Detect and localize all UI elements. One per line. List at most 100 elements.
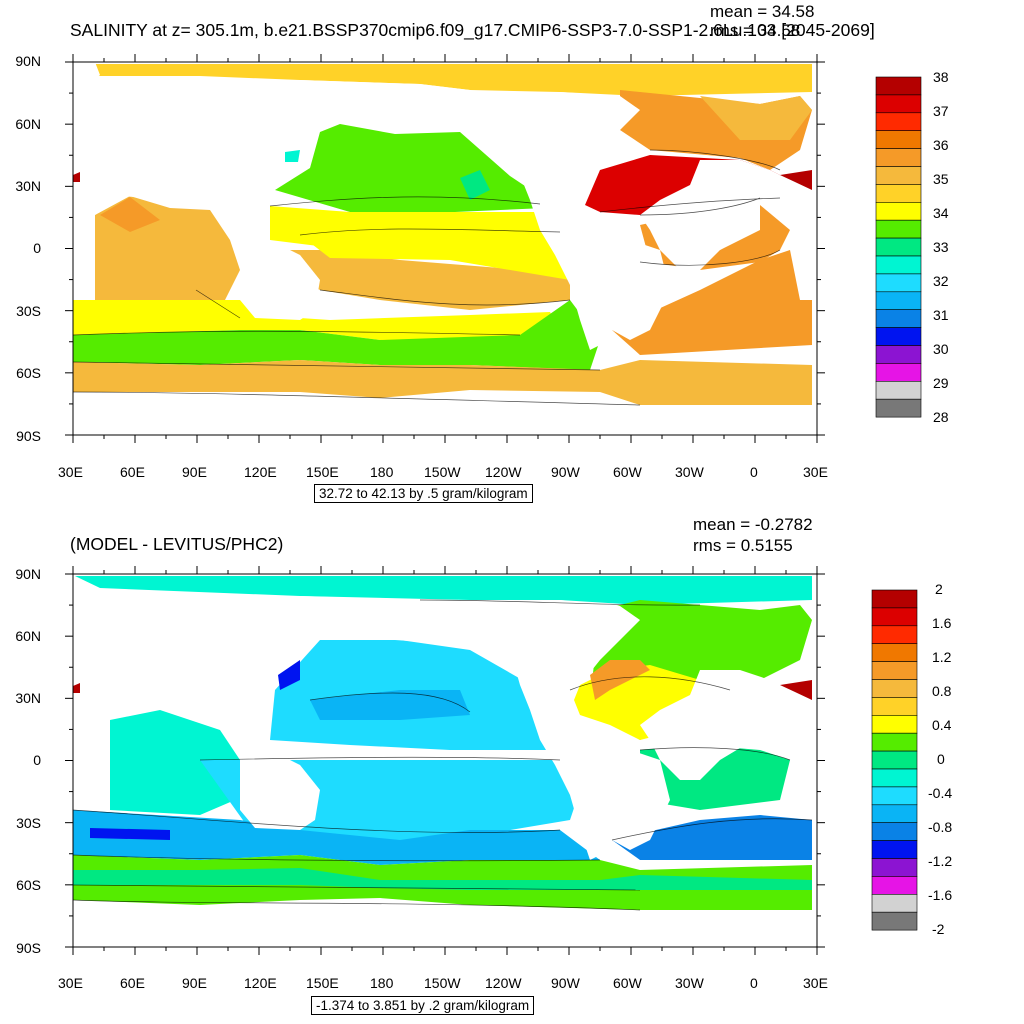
top-x-tick: 30E: [58, 464, 83, 480]
colorbar-swatch: [871, 661, 918, 680]
top-colorbar-label: 37: [933, 103, 949, 119]
bottom-colorbar-label: -2: [932, 921, 945, 937]
top-colorbar-label: 29: [933, 375, 949, 391]
colorbar-swatch: [875, 94, 922, 114]
bottom-colorbar-label: 1.6: [932, 615, 952, 631]
top-y-tick: 60S: [16, 365, 41, 381]
top-x-tick: 120W: [485, 464, 522, 480]
bottom-colorbar-label: 0: [937, 751, 945, 767]
bottom-x-tick: 120W: [485, 975, 522, 991]
bottom-anomaly-map: [72, 573, 818, 948]
colorbar-swatch: [871, 893, 918, 913]
top-y-tick: 60N: [15, 116, 41, 132]
top-x-tick: 60W: [613, 464, 642, 480]
colorbar-swatch: [875, 398, 922, 418]
bottom-colorbar-label: -1.6: [928, 887, 953, 903]
top-x-tick: 90E: [182, 464, 207, 480]
colorbar-swatch: [871, 840, 918, 859]
colorbar-swatch: [875, 291, 922, 310]
top-y-tick: 0: [33, 240, 41, 256]
top-colorbar-label: 36: [933, 137, 949, 153]
top-colorbar-label: 32: [933, 273, 949, 289]
bottom-colorbar-label: -0.4: [928, 785, 953, 801]
bottom-colorbar-label: 2: [935, 581, 943, 597]
top-map-title: SALINITY at z= 305.1m, b.e21.BSSP370cmip…: [70, 20, 875, 40]
bottom-map-title: (MODEL - LEVITUS/PHC2): [70, 534, 284, 554]
colorbar-swatch: [875, 345, 922, 364]
top-rms-label: rms = 34.58: [710, 21, 801, 40]
colorbar-swatch: [875, 309, 922, 328]
colorbar-swatch: [875, 363, 922, 382]
top-y-tick: 30S: [16, 303, 41, 319]
top-salinity-map: [72, 61, 818, 436]
top-x-tick: 30E: [803, 464, 828, 480]
bottom-colorbar: [871, 589, 918, 931]
colorbar-swatch: [875, 273, 922, 293]
bottom-x-tick: 180: [370, 975, 394, 991]
bottom-x-tick: 150W: [424, 975, 461, 991]
top-x-tick: 150E: [306, 464, 339, 480]
top-x-tick: 120E: [244, 464, 277, 480]
top-colorbar-label: 34: [933, 205, 949, 221]
bottom-colorbar-label: 0.8: [932, 683, 952, 699]
top-colorbar-label: 33: [933, 239, 949, 255]
axis-ticks: [65, 54, 825, 955]
bottom-x-tick: 30E: [58, 975, 83, 991]
colorbar-swatch: [875, 327, 922, 346]
bottom-y-tick: 60N: [15, 628, 41, 644]
bottom-colorbar-label: -0.8: [928, 819, 953, 835]
top-y-tick: 30N: [15, 178, 41, 194]
bottom-x-tick: 0: [750, 975, 758, 991]
colorbar-swatch: [875, 380, 922, 400]
bottom-x-tick: 30W: [675, 975, 704, 991]
colorbar-swatch: [871, 911, 918, 931]
colorbar-swatch: [875, 112, 922, 132]
colorbar-swatch: [875, 130, 922, 149]
bottom-x-tick: 60W: [613, 975, 642, 991]
bottom-x-tick: 90E: [182, 975, 207, 991]
bottom-x-tick: 120E: [244, 975, 277, 991]
top-colorbar: [875, 76, 922, 418]
colorbar-swatch: [875, 255, 922, 275]
top-colorbar-label: 35: [933, 171, 949, 187]
colorbar-swatch: [875, 237, 922, 257]
bottom-y-tick: 60S: [16, 877, 41, 893]
colorbar-swatch: [871, 750, 918, 770]
top-colorbar-label: 31: [933, 307, 949, 323]
bottom-colorbar-label: -1.2: [928, 853, 953, 869]
colorbar-swatch: [871, 589, 918, 609]
bottom-y-tick: 30N: [15, 690, 41, 706]
bottom-y-tick: 90N: [15, 566, 41, 582]
colorbar-swatch: [871, 679, 918, 698]
top-x-tick: 0: [750, 464, 758, 480]
bottom-y-tick: 90S: [16, 940, 41, 956]
bottom-x-tick: 60E: [120, 975, 145, 991]
bottom-x-tick: 150E: [306, 975, 339, 991]
colorbar-swatch: [871, 804, 918, 823]
top-x-tick: 150W: [424, 464, 461, 480]
top-mean-label: mean = 34.58: [710, 2, 815, 21]
colorbar-swatch: [875, 184, 922, 203]
colorbar-swatch: [871, 643, 918, 662]
colorbar-swatch: [871, 768, 918, 788]
colorbar-swatch: [871, 822, 918, 841]
colorbar-swatch: [875, 76, 922, 96]
colorbar-swatch: [875, 202, 922, 221]
bottom-colorbar-label: 0.4: [932, 717, 952, 733]
bottom-x-tick: 90W: [551, 975, 580, 991]
top-colorbar-label: 28: [933, 409, 949, 425]
colorbar-swatch: [871, 876, 918, 895]
colorbar-swatch: [871, 858, 918, 877]
colorbar-swatch: [871, 732, 918, 752]
top-y-tick: 90N: [15, 53, 41, 69]
top-x-tick: 30W: [675, 464, 704, 480]
colorbar-swatch: [871, 697, 918, 716]
top-y-tick: 90S: [16, 428, 41, 444]
bottom-mean-label: mean = -0.2782: [693, 515, 813, 534]
colorbar-swatch: [871, 714, 918, 734]
top-x-tick: 60E: [120, 464, 145, 480]
bottom-contour-info: -1.374 to 3.851 by .2 gram/kilogram: [311, 996, 535, 1015]
top-x-tick: 180: [370, 464, 394, 480]
colorbar-swatch: [871, 786, 918, 806]
